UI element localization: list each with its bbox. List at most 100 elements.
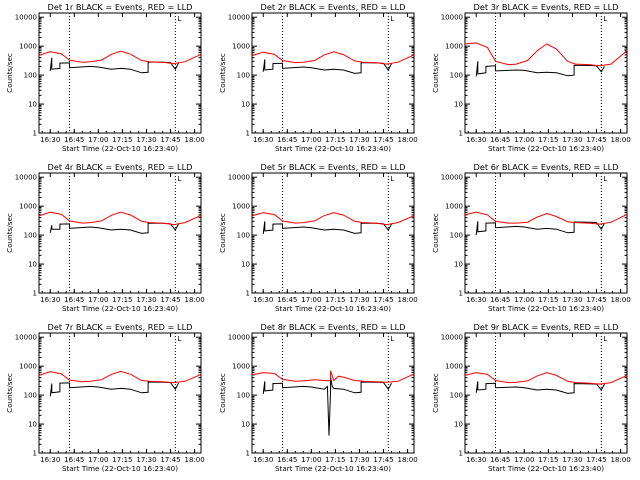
lld-series-line	[252, 212, 414, 226]
y-tick-label: 1	[459, 450, 463, 458]
x-tick-label: 17:15	[112, 296, 132, 304]
detector-panel: Det 3r BLACK = Events, RED = LLD L 16:30 16…	[431, 2, 631, 153]
y-tick-label: 10	[241, 261, 250, 269]
events-series-line	[262, 377, 392, 436]
x-tick-label: 16:30	[466, 296, 486, 304]
x-tick-label: 17:15	[112, 456, 132, 464]
y-tick-label: 10000	[441, 14, 463, 22]
marker-label: L	[603, 335, 607, 343]
x-tick-label: 17:45	[586, 136, 606, 144]
y-tick-label: 1000	[19, 203, 37, 211]
x-axis-label: Start Time (22-Oct-10 16:23:40)	[488, 464, 604, 473]
x-tick-label: 17:45	[586, 296, 606, 304]
x-tick-label: 17:45	[373, 456, 393, 464]
y-tick-label: 10	[454, 421, 463, 429]
y-tick-label: 10	[28, 261, 37, 269]
x-tick-label: 17:00	[301, 296, 321, 304]
x-axis-label: Start Time (22-Oct-10 16:23:40)	[275, 144, 391, 153]
panel-title: Det 2r BLACK = Events, RED = LLD	[261, 2, 406, 12]
x-tick-label: 18:00	[397, 296, 417, 304]
marker-label: L	[390, 335, 394, 343]
x-tick-label: 17:45	[373, 136, 393, 144]
x-tick-label: 18:00	[610, 296, 630, 304]
x-tick-label: 17:00	[514, 136, 534, 144]
x-tick-label: 17:30	[349, 456, 369, 464]
x-tick-label: 16:45	[277, 296, 297, 304]
x-axis-label: Start Time (22-Oct-10 16:23:40)	[488, 304, 604, 313]
x-tick-label: 16:45	[64, 136, 84, 144]
x-tick-label: 17:30	[562, 136, 582, 144]
x-tick-label: 16:45	[277, 456, 297, 464]
x-tick-label: 17:30	[136, 296, 156, 304]
y-tick-label: 10000	[15, 14, 37, 22]
y-tick-label: 1	[246, 130, 250, 138]
x-tick-label: 16:30	[253, 136, 273, 144]
x-tick-label: 17:45	[160, 456, 180, 464]
events-series-line	[475, 61, 605, 77]
x-tick-label: 17:00	[88, 136, 108, 144]
marker-label: L	[603, 175, 607, 183]
x-axis-label: Start Time (22-Oct-10 16:23:40)	[488, 144, 604, 153]
y-tick-label: 100	[237, 232, 250, 240]
y-tick-label: 10000	[441, 174, 463, 182]
y-tick-label: 1000	[232, 43, 250, 51]
y-axis-label: Counts/sec	[5, 53, 14, 93]
plot-frame	[38, 332, 202, 454]
panel-title: Det 4r BLACK = Events, RED = LLD	[48, 162, 193, 172]
x-axis-label: Start Time (22-Oct-10 16:23:40)	[62, 144, 178, 153]
x-tick-label: 16:30	[40, 136, 60, 144]
x-tick-label: 17:45	[160, 136, 180, 144]
y-tick-label: 1000	[445, 203, 463, 211]
x-tick-label: 17:00	[514, 296, 534, 304]
lld-series-line	[39, 211, 201, 226]
lld-series-line	[39, 50, 201, 65]
x-tick-label: 17:15	[538, 296, 558, 304]
x-tick-label: 17:15	[325, 456, 345, 464]
y-tick-label: 10000	[228, 174, 250, 182]
x-axis-label: Start Time (22-Oct-10 16:23:40)	[62, 304, 178, 313]
x-tick-label: 16:30	[253, 456, 273, 464]
x-axis-label: Start Time (22-Oct-10 16:23:40)	[275, 304, 391, 313]
events-series-line	[49, 222, 179, 234]
detector-panel: Det 7r BLACK = Events, RED = LLD L 16:30 16…	[5, 322, 205, 473]
y-tick-label: 1000	[445, 43, 463, 51]
detector-panel: Det 4r BLACK = Events, RED = LLD L 16:30 16…	[5, 162, 205, 313]
x-tick-label: 17:15	[325, 296, 345, 304]
x-tick-label: 17:15	[325, 136, 345, 144]
x-tick-label: 17:30	[562, 296, 582, 304]
detector-panel: Det 8r BLACK = Events, RED = LLD L 16:30 16…	[218, 322, 418, 473]
plot-frame	[464, 172, 628, 294]
y-tick-label: 10000	[15, 174, 37, 182]
y-tick-label: 1	[33, 290, 37, 298]
y-tick-label: 100	[237, 72, 250, 80]
y-axis-label: Counts/sec	[431, 373, 440, 413]
x-tick-label: 17:30	[562, 456, 582, 464]
detector-panel: Det 9r BLACK = Events, RED = LLD L 16:30 16…	[431, 322, 631, 473]
plot-frame	[38, 12, 202, 134]
y-axis-label: Counts/sec	[218, 213, 227, 253]
x-tick-label: 16:30	[253, 296, 273, 304]
x-tick-label: 18:00	[397, 456, 417, 464]
y-tick-label: 10000	[441, 334, 463, 342]
lld-series-line	[252, 51, 414, 65]
x-tick-label: 18:00	[184, 136, 204, 144]
lld-series-line	[39, 370, 201, 384]
x-tick-label: 16:45	[490, 296, 510, 304]
marker-label: L	[177, 175, 181, 183]
x-axis-label: Start Time (22-Oct-10 16:23:40)	[62, 464, 178, 473]
detector-panel: Det 1r BLACK = Events, RED = LLD L 16:30 16…	[5, 2, 205, 153]
panel-title: Det 8r BLACK = Events, RED = LLD	[261, 322, 406, 332]
marker-label: L	[390, 175, 394, 183]
marker-label: L	[603, 15, 607, 23]
x-tick-label: 17:00	[88, 296, 108, 304]
x-tick-label: 16:45	[490, 456, 510, 464]
plot-frame	[251, 12, 415, 134]
panel-title: Det 6r BLACK = Events, RED = LLD	[474, 162, 619, 172]
plot-frame	[38, 172, 202, 294]
x-tick-label: 16:45	[64, 456, 84, 464]
x-tick-label: 17:00	[88, 456, 108, 464]
y-tick-label: 10	[454, 101, 463, 109]
x-tick-label: 16:30	[466, 456, 486, 464]
y-tick-label: 100	[237, 392, 250, 400]
